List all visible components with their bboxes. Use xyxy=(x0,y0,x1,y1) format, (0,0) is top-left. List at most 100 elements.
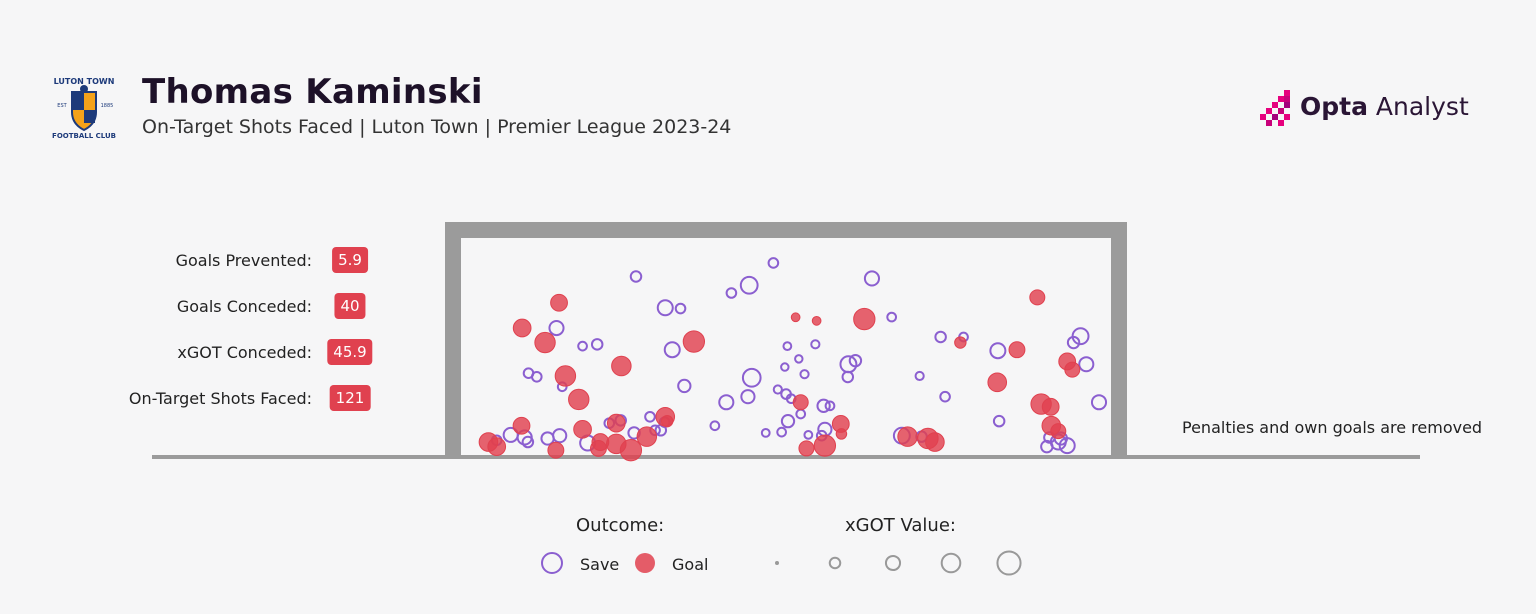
legend-xgot-title: xGOT Value: xyxy=(845,515,956,536)
stat-label: On-Target Shots Faced: xyxy=(128,389,312,408)
goal-point xyxy=(487,437,507,456)
goal-frame xyxy=(152,222,1420,459)
stat-value: 40 xyxy=(334,293,366,319)
goal-point xyxy=(798,440,815,457)
save-point xyxy=(530,370,543,383)
badge-shield-quarter-1 xyxy=(73,93,84,110)
legend-xgot-size-marker xyxy=(996,550,1022,576)
goal-point xyxy=(534,331,556,354)
save-point xyxy=(741,367,762,388)
save-point xyxy=(816,398,831,413)
save-point xyxy=(590,338,604,351)
opta-pixel-icon xyxy=(1260,90,1290,126)
save-point xyxy=(803,429,814,440)
stat-value: 45.9 xyxy=(327,339,373,365)
save-point xyxy=(776,426,787,438)
save-point xyxy=(989,342,1007,360)
shot-points xyxy=(478,257,1108,462)
badge-est-text: EST xyxy=(57,103,67,109)
stat-xgot-conceded: xGOT Conceded: 45.9 xyxy=(90,338,410,368)
save-point xyxy=(767,257,780,269)
luton-town-badge: LUTON TOWN EST 1885 FOOTBALL CLUB xyxy=(52,77,116,140)
goal-point xyxy=(811,316,822,326)
stat-label: Goals Prevented: xyxy=(175,251,312,270)
goal-point xyxy=(573,419,592,439)
brand-bold-text: Opta xyxy=(1300,92,1368,121)
badge-hat-icon xyxy=(80,85,88,93)
goal-point xyxy=(954,336,967,349)
save-point xyxy=(780,414,796,429)
save-point xyxy=(709,420,721,432)
opta-analyst-wordmark: Opta Analyst xyxy=(1300,92,1469,121)
save-point xyxy=(810,339,821,350)
goal-point xyxy=(568,388,590,411)
save-point xyxy=(934,330,947,344)
save-point xyxy=(914,370,925,382)
save-point xyxy=(1066,335,1081,350)
save-point xyxy=(1058,437,1076,455)
save-point xyxy=(780,362,790,372)
goal-point xyxy=(792,394,809,411)
legend-xgot-size-marker xyxy=(775,561,779,565)
save-point xyxy=(824,400,836,412)
save-point xyxy=(644,410,656,423)
save-point xyxy=(552,428,568,444)
goal-point xyxy=(547,441,565,459)
save-point xyxy=(577,340,588,352)
save-point xyxy=(674,302,687,315)
goal-point xyxy=(1008,341,1026,359)
save-point xyxy=(718,394,735,411)
save-point xyxy=(772,384,783,395)
badge-top-text: LUTON TOWN xyxy=(54,77,115,86)
goal-point xyxy=(550,293,568,312)
chart-subtitle: On-Target Shots Faced | Luton Town | Pre… xyxy=(142,116,732,138)
save-point xyxy=(886,311,898,323)
legend-xgot-size-marker xyxy=(940,552,962,574)
legend-save-label: Save xyxy=(580,555,620,574)
save-point xyxy=(795,408,807,420)
goal-point xyxy=(636,426,658,447)
save-point xyxy=(782,341,793,352)
save-point xyxy=(992,414,1006,428)
save-point xyxy=(548,319,565,337)
legend-marks xyxy=(541,550,1022,576)
save-point xyxy=(939,390,951,403)
stat-shots-faced: On-Target Shots Faced: 121 xyxy=(90,384,410,414)
stat-goals-conceded: Goals Conceded: 40 xyxy=(90,292,410,322)
save-point xyxy=(1040,439,1054,454)
goal-posts xyxy=(445,222,1127,456)
goal-point xyxy=(682,330,706,353)
save-point xyxy=(760,427,771,438)
legend-save-marker xyxy=(541,552,563,574)
save-point xyxy=(656,299,674,317)
goal-point xyxy=(660,414,674,428)
goal-point xyxy=(790,312,801,323)
goal-point xyxy=(512,416,531,435)
goal-point xyxy=(1050,423,1067,440)
goal-point xyxy=(1029,289,1046,306)
brand-rest-text: Analyst xyxy=(1367,92,1469,121)
goal-point xyxy=(611,355,632,377)
goal-point xyxy=(835,428,848,440)
legend-goal-marker xyxy=(635,553,655,573)
save-point xyxy=(725,287,738,299)
stat-goals-prevented: Goals Prevented: 5.9 xyxy=(90,246,410,276)
save-point xyxy=(799,369,810,380)
goal-point xyxy=(619,439,643,462)
goal-point xyxy=(606,413,626,433)
badge-bottom-text: FOOTBALL CLUB xyxy=(52,132,116,140)
chart-title: Thomas Kaminski xyxy=(142,72,483,112)
save-point xyxy=(863,270,881,287)
goal-point xyxy=(813,434,837,457)
goal-point xyxy=(987,372,1008,393)
save-point xyxy=(740,389,756,405)
footnote: Penalties and own goals are removed xyxy=(1182,418,1483,437)
save-point xyxy=(1078,356,1095,373)
legend-goal-label: Goal xyxy=(672,555,709,574)
goal-point xyxy=(512,318,532,338)
legend-xgot-size-marker xyxy=(884,554,902,572)
save-point xyxy=(841,370,855,384)
goal-point xyxy=(925,432,945,452)
save-point xyxy=(848,353,863,368)
